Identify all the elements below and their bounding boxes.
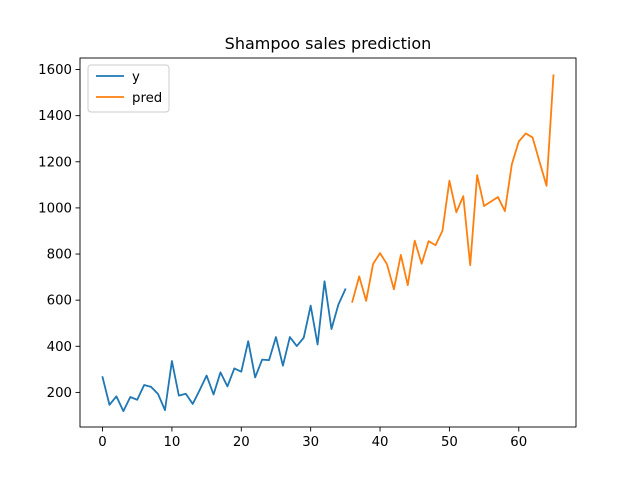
x-tick-label: 50 (441, 435, 458, 450)
plot-area (101, 74, 555, 412)
x-tick-label: 30 (302, 435, 319, 450)
x-tick-label: 20 (233, 435, 250, 450)
legend-label-y: y (132, 70, 140, 85)
legend-label-pred: pred (132, 91, 162, 106)
y-tick-label: 1400 (38, 109, 72, 124)
axes-frame (79, 57, 577, 428)
y-tick-label: 600 (47, 294, 72, 309)
x-tick-label: 10 (163, 435, 180, 450)
y-tick-label: 1200 (38, 155, 72, 170)
x-tick-label: 0 (98, 435, 106, 450)
chart-title: Shampoo sales prediction (225, 34, 432, 53)
series-line-y (101, 280, 347, 412)
y-tick-label: 200 (47, 386, 72, 401)
y-tick-label: 1000 (38, 201, 72, 216)
y-tick-label: 800 (47, 248, 72, 263)
x-tick-label: 40 (372, 435, 389, 450)
legend: y pred (87, 64, 170, 113)
axes: 0 10 20 30 40 50 60 200 400 600 800 1000 1200 1400 160… (38, 57, 577, 450)
y-tick-label: 1600 (38, 63, 72, 78)
y-tick-label: 400 (47, 340, 72, 355)
x-tick-label: 60 (510, 435, 527, 450)
series-line-pred (351, 74, 555, 303)
